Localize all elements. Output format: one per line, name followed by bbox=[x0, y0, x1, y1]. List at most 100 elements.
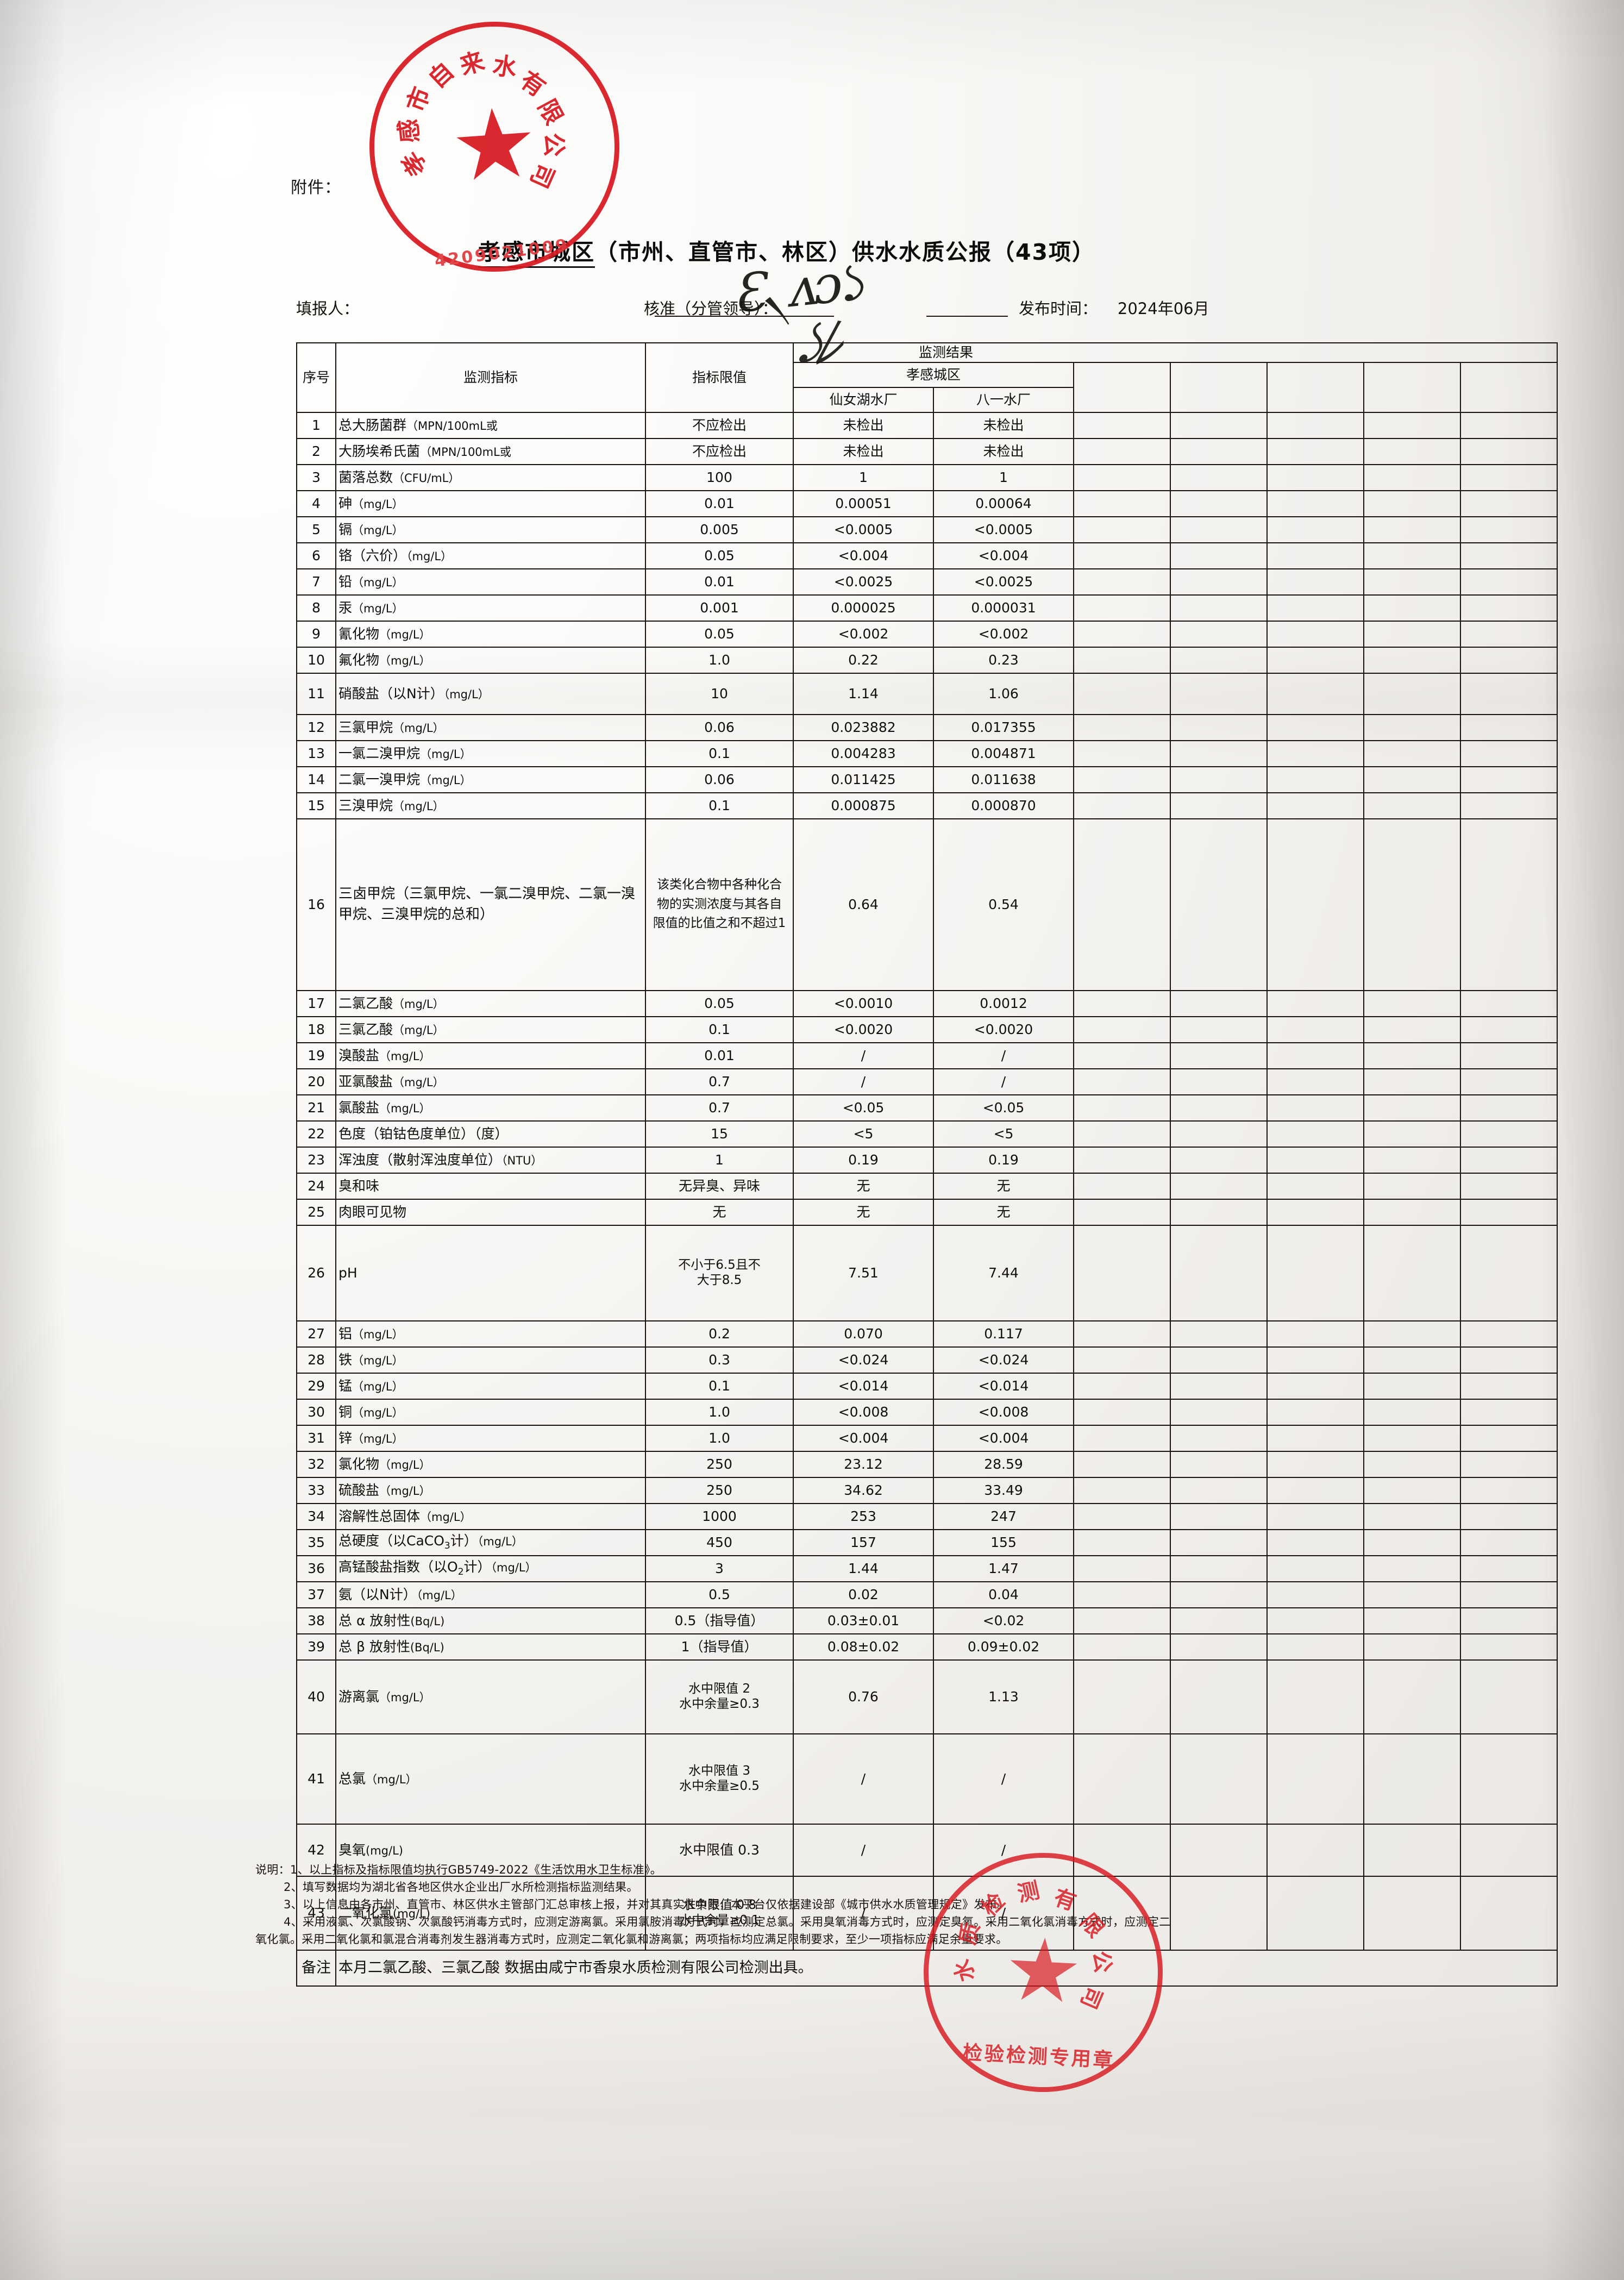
row-empty-cell bbox=[1170, 1581, 1268, 1608]
row-limit: 0.05 bbox=[645, 542, 794, 569]
row-empty-cell bbox=[1170, 542, 1268, 569]
row-empty-cell bbox=[1170, 1042, 1268, 1069]
row-indicator: 总 β 放射性(Bq/L) bbox=[335, 1633, 646, 1661]
header-meta-row: 填报人： 核准（分管领导）： 发布时间： 2024年06月 bbox=[296, 296, 1426, 319]
row-indicator: 高锰酸盐指数（以O2计）（mg/L） bbox=[335, 1555, 646, 1582]
row-value-plant-1: <0.004 bbox=[793, 1424, 934, 1452]
row-empty-cell bbox=[1460, 1581, 1558, 1608]
row-empty-cell bbox=[1363, 792, 1461, 819]
row-no: 32 bbox=[296, 1450, 336, 1478]
row-empty-cell bbox=[1460, 1068, 1558, 1095]
row-value-plant-2: 33.49 bbox=[933, 1476, 1074, 1504]
row-empty-cell bbox=[1363, 646, 1461, 674]
row-value-plant-1: 1.44 bbox=[793, 1555, 934, 1582]
row-no: 13 bbox=[296, 740, 336, 767]
table-row: 2 大肠埃希氏菌（MPN/100mL或 不应检出 未检出 未检出 bbox=[296, 437, 1558, 465]
header-plant-2: 八一水厂 bbox=[933, 386, 1074, 413]
row-indicator: 铬（六价）（mg/L） bbox=[335, 542, 646, 569]
row-empty-cell bbox=[1170, 1875, 1268, 1951]
table-row: 13 一氯二溴甲烷（mg/L） 0.1 0.004283 0.004871 bbox=[296, 740, 1558, 767]
row-limit: 0.01 bbox=[645, 1042, 794, 1069]
row-value-plant-1: 未检出 bbox=[793, 411, 934, 439]
table-row: 38 总 α 放射性(Bq/L) 0.5（指导值） 0.03±0.01 <0.02 bbox=[296, 1607, 1558, 1634]
row-empty-cell bbox=[1073, 490, 1171, 517]
row-empty-cell bbox=[1073, 620, 1171, 648]
row-limit: 无异臭、异味 bbox=[645, 1172, 794, 1200]
row-value-plant-1: <0.014 bbox=[793, 1372, 934, 1400]
row-empty-cell bbox=[1170, 463, 1268, 491]
seal-char: 来 bbox=[456, 47, 488, 81]
row-empty-cell bbox=[1460, 542, 1558, 569]
table-row: 5 镉（mg/L） 0.005 <0.0005 <0.0005 bbox=[296, 516, 1558, 543]
footer-notes: 说明：1、以上指标及指标限值均执行GB5749-2022《生活饮用水卫生标准》。… bbox=[255, 1862, 1489, 1949]
row-empty-cell bbox=[1266, 1823, 1364, 1877]
row-value-plant-2: <0.0020 bbox=[933, 1016, 1074, 1043]
row-empty-cell bbox=[1266, 1146, 1364, 1174]
row-empty-cell bbox=[1073, 646, 1171, 674]
publish-label: 发布时间： 2024年06月 bbox=[1019, 299, 1209, 318]
row-empty-cell bbox=[1460, 411, 1558, 439]
row-no: 8 bbox=[296, 594, 336, 622]
row-limit: 0.7 bbox=[645, 1068, 794, 1095]
row-value-plant-1: <0.004 bbox=[793, 542, 934, 569]
row-indicator: 游离氯（mg/L） bbox=[335, 1659, 646, 1734]
row-value-plant-1: 0.070 bbox=[793, 1320, 934, 1348]
seal-char: 限 bbox=[532, 95, 568, 129]
row-no: 40 bbox=[296, 1659, 336, 1734]
row-value-plant-2: 247 bbox=[933, 1502, 1074, 1530]
row-value-plant-2: 1.06 bbox=[933, 672, 1074, 715]
table-row: 3 菌落总数（CFU/mL） 100 1 1 bbox=[296, 463, 1558, 491]
row-no: 34 bbox=[296, 1502, 336, 1530]
row-value-plant-2: <0.024 bbox=[933, 1346, 1074, 1374]
row-no: 31 bbox=[296, 1424, 336, 1452]
row-empty-cell bbox=[1363, 1398, 1461, 1426]
row-empty-cell bbox=[1460, 713, 1558, 741]
row-empty-cell bbox=[1073, 1555, 1171, 1582]
row-no: 18 bbox=[296, 1016, 336, 1043]
row-empty-cell bbox=[1170, 1320, 1268, 1348]
row-empty-cell bbox=[1073, 411, 1171, 439]
row-value-plant-2: <0.0025 bbox=[933, 568, 1074, 596]
row-empty-cell bbox=[1460, 1094, 1558, 1122]
row-no: 36 bbox=[296, 1555, 336, 1582]
table-header-row-1: 序号 监测指标 指标限值 监测结果 bbox=[296, 342, 1558, 413]
row-empty-cell bbox=[1266, 1042, 1364, 1069]
row-no: 21 bbox=[296, 1094, 336, 1122]
row-value-plant-1: / bbox=[793, 1823, 934, 1877]
row-empty-cell bbox=[1073, 1502, 1171, 1530]
row-value-plant-2: <0.004 bbox=[933, 542, 1074, 569]
row-empty-cell bbox=[1460, 1555, 1558, 1582]
row-limit: 10 bbox=[645, 672, 794, 715]
seal-char: 自 bbox=[423, 57, 460, 94]
row-empty-cell bbox=[1073, 594, 1171, 622]
table-row: 23 浑浊度（散射浑浊度单位）（NTU） 1 0.19 0.19 bbox=[296, 1146, 1558, 1174]
row-limit: 3 bbox=[645, 1555, 794, 1582]
row-empty-cell bbox=[1363, 1094, 1461, 1122]
row-empty-cell bbox=[1170, 1424, 1268, 1452]
row-empty-cell bbox=[1363, 1372, 1461, 1400]
row-empty-cell bbox=[1266, 620, 1364, 648]
table-row: 6 铬（六价）（mg/L） 0.05 <0.004 <0.004 bbox=[296, 542, 1558, 569]
row-empty-cell bbox=[1460, 989, 1558, 1017]
table-row: 11 硝酸盐（以N计）（mg/L） 10 1.14 1.06 bbox=[296, 672, 1558, 715]
row-value-plant-2: 0.000870 bbox=[933, 792, 1074, 819]
row-limit: 0.1 bbox=[645, 1016, 794, 1043]
row-limit: 0.1 bbox=[645, 740, 794, 767]
table-row: 8 汞（mg/L） 0.001 0.000025 0.000031 bbox=[296, 594, 1558, 622]
header-empty-1 bbox=[1073, 361, 1171, 413]
row-empty-cell bbox=[1170, 1120, 1268, 1148]
row-empty-cell bbox=[1363, 1733, 1461, 1825]
row-empty-cell bbox=[1170, 1146, 1268, 1174]
header-region: 孝感城区 bbox=[793, 361, 1074, 388]
row-value-plant-1: / bbox=[793, 1875, 934, 1951]
row-limit: 0.1 bbox=[645, 792, 794, 819]
row-empty-cell bbox=[1363, 516, 1461, 543]
row-empty-cell bbox=[1073, 516, 1171, 543]
row-empty-cell bbox=[1266, 672, 1364, 715]
header-empty-4 bbox=[1363, 361, 1461, 413]
row-indicator: 总氯（mg/L） bbox=[335, 1733, 646, 1825]
seal-char: 有 bbox=[515, 66, 551, 103]
row-no: 28 bbox=[296, 1346, 336, 1374]
row-no: 37 bbox=[296, 1581, 336, 1608]
row-value-plant-1: 0.22 bbox=[793, 646, 934, 674]
